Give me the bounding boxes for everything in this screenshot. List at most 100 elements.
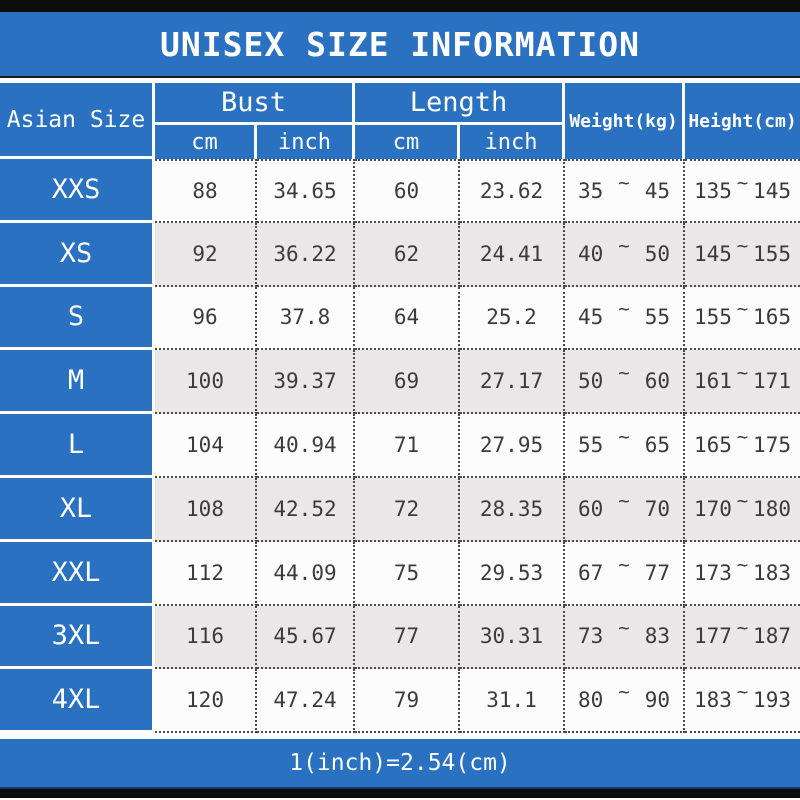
footer-bar: 1(inch)=2.54(cm) (0, 739, 800, 790)
cell-bust-inch: 40.94 (257, 414, 355, 478)
bottom-black-bar (0, 789, 800, 799)
height-max: 145 (753, 178, 791, 203)
tilde-separator: ~ (618, 426, 630, 449)
cell-height-range: 155 ~165 (685, 286, 800, 351)
cell-bust-cm: 100 (155, 350, 257, 415)
height-min: 173 (694, 560, 732, 585)
divider (0, 733, 800, 740)
cell-length-inch: 24.41 (460, 222, 565, 287)
cell-height-range: 173 ~183 (685, 541, 800, 606)
cell-bust-inch: 42.52 (257, 477, 355, 542)
cell-bust-cm: 96 (155, 286, 257, 351)
tilde-separator: ~ (736, 362, 749, 385)
cell-height-range: 183 ~193 (685, 669, 800, 734)
cell-bust-inch: 47.24 (257, 669, 355, 734)
weight-min: 50 (578, 369, 604, 394)
cell-length-cm: 77 (355, 605, 460, 670)
cell-length-cm: 62 (355, 222, 460, 287)
size-label: M (0, 350, 155, 415)
cell-height-range: 165 ~175 (685, 414, 800, 478)
tilde-separator: ~ (736, 426, 749, 449)
tilde-separator: ~ (736, 617, 749, 640)
header-weight: Weight(kg) (565, 83, 685, 159)
cell-length-inch: 29.53 (460, 541, 565, 606)
cell-length-inch: 23.62 (460, 159, 565, 223)
cell-bust-cm: 92 (155, 222, 257, 287)
cell-bust-cm: 88 (155, 159, 257, 223)
size-label: XXS (0, 159, 155, 223)
cell-length-cm: 60 (355, 159, 460, 223)
cell-bust-cm: 120 (155, 669, 257, 734)
height-max: 193 (753, 688, 791, 713)
cell-length-inch: 31.1 (460, 669, 565, 734)
height-min: 183 (694, 688, 732, 713)
size-label: 3XL (0, 605, 155, 670)
weight-min: 80 (578, 688, 604, 713)
cell-weight-range: 45 ~55 (565, 286, 685, 351)
header-bust: Bust (155, 83, 355, 125)
weight-min: 55 (578, 433, 604, 458)
cell-height-range: 177 ~187 (685, 605, 800, 670)
height-min: 170 (694, 496, 732, 521)
cell-length-inch: 27.95 (460, 414, 565, 478)
cell-bust-inch: 44.09 (257, 541, 355, 606)
cell-height-range: 145 ~155 (685, 222, 800, 287)
height-min: 135 (694, 178, 732, 203)
height-max: 165 (753, 305, 791, 330)
weight-max: 77 (644, 560, 670, 585)
cell-bust-inch: 34.65 (257, 159, 355, 223)
height-min: 155 (694, 305, 732, 330)
subheader-bust-inch: inch (257, 125, 355, 159)
weight-min: 60 (578, 496, 604, 521)
tilde-separator: ~ (736, 489, 749, 512)
tilde-separator: ~ (618, 553, 630, 576)
tilde-separator: ~ (618, 298, 630, 321)
weight-max: 90 (644, 688, 670, 713)
cell-bust-cm: 112 (155, 541, 257, 606)
size-label: XL (0, 477, 155, 542)
height-max: 175 (753, 433, 791, 458)
height-min: 165 (694, 433, 732, 458)
cell-length-cm: 72 (355, 477, 460, 542)
tilde-separator: ~ (618, 681, 630, 704)
weight-max: 60 (644, 369, 670, 394)
cell-height-range: 170 ~180 (685, 477, 800, 542)
cell-weight-range: 60 ~70 (565, 477, 685, 542)
tilde-separator: ~ (618, 489, 630, 512)
cell-length-cm: 69 (355, 350, 460, 415)
top-black-bar (0, 0, 800, 12)
size-label: XXL (0, 541, 155, 606)
cell-bust-inch: 45.67 (257, 605, 355, 670)
tilde-separator: ~ (736, 681, 749, 704)
weight-max: 50 (644, 241, 670, 266)
height-max: 180 (753, 496, 791, 521)
cell-bust-inch: 36.22 (257, 222, 355, 287)
tilde-separator: ~ (618, 362, 630, 385)
height-max: 187 (753, 624, 791, 649)
tilde-separator: ~ (736, 171, 749, 194)
cell-bust-cm: 104 (155, 414, 257, 478)
subheader-length-cm: cm (355, 125, 460, 159)
weight-max: 65 (644, 433, 670, 458)
cell-weight-range: 80 ~90 (565, 669, 685, 734)
divider (0, 78, 800, 83)
header-asian-size: Asian Size (0, 83, 155, 159)
size-label: S (0, 286, 155, 351)
cell-height-range: 161 ~171 (685, 350, 800, 415)
weight-min: 73 (578, 624, 604, 649)
cell-bust-inch: 37.8 (257, 286, 355, 351)
cell-length-inch: 30.31 (460, 605, 565, 670)
cell-weight-range: 35 ~45 (565, 159, 685, 223)
cell-weight-range: 55 ~65 (565, 414, 685, 478)
page-title: UNISEX SIZE INFORMATION (160, 24, 640, 64)
subheader-length-inch: inch (460, 125, 565, 159)
cell-bust-cm: 116 (155, 605, 257, 670)
weight-min: 67 (578, 560, 604, 585)
height-min: 177 (694, 624, 732, 649)
cell-length-cm: 64 (355, 286, 460, 351)
tilde-separator: ~ (736, 234, 749, 257)
size-label: XS (0, 222, 155, 287)
weight-max: 70 (644, 496, 670, 521)
header-length: Length (355, 83, 565, 125)
